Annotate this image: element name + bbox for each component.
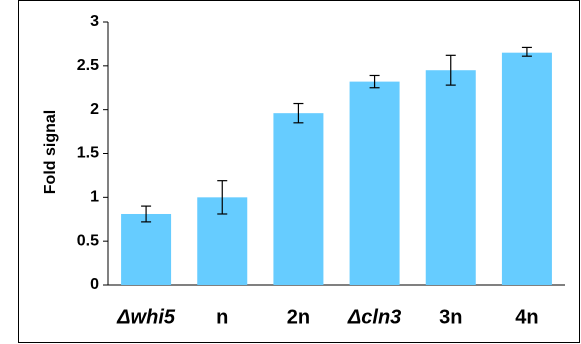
y-axis-title: Fold signal <box>42 110 59 194</box>
y-tick-label: 2 <box>90 101 99 118</box>
y-tick-label: 1 <box>90 189 99 206</box>
x-category-label: 2n <box>287 306 310 328</box>
y-tick-label: 1.5 <box>77 145 99 162</box>
x-category-label: 3n <box>439 306 462 328</box>
plot-area: 0 0.5 1 1.5 2 2.5 3 Δwhi5 n 2n Δcln3 3n 4n <box>77 13 565 328</box>
bar <box>501 52 552 285</box>
bar <box>425 70 476 285</box>
bar <box>273 113 324 285</box>
y-tick-label: 2.5 <box>77 57 99 74</box>
y-tick-label: 0.5 <box>77 232 99 249</box>
x-category-label: Δcln3 <box>347 306 401 328</box>
x-category-label: Δwhi5 <box>116 306 176 328</box>
bar <box>349 81 400 285</box>
bar <box>121 213 172 285</box>
x-category-label: 4n <box>515 306 538 328</box>
x-category-label: n <box>216 306 228 328</box>
y-tick-label: 3 <box>90 13 99 30</box>
y-tick-label: 0 <box>90 276 99 293</box>
